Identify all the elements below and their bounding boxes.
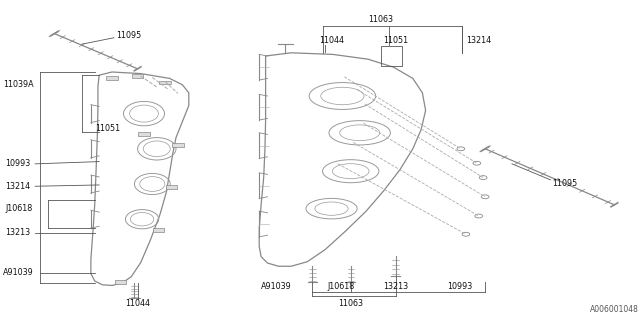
Text: A91039: A91039	[3, 268, 34, 277]
Bar	[166, 185, 177, 189]
Text: 11044: 11044	[319, 36, 344, 45]
Text: 11095: 11095	[116, 31, 141, 40]
Text: 11044: 11044	[125, 299, 150, 308]
Bar	[132, 74, 143, 78]
Text: 11095: 11095	[552, 180, 577, 188]
Text: 11051: 11051	[95, 124, 120, 133]
Bar	[138, 132, 150, 136]
Text: J10618: J10618	[328, 282, 355, 291]
Text: 11063: 11063	[338, 299, 364, 308]
Bar	[381, 46, 402, 66]
Text: 10993: 10993	[447, 282, 472, 291]
Text: 10993: 10993	[5, 159, 30, 168]
Text: 11063: 11063	[368, 15, 394, 24]
Text: A91039: A91039	[261, 282, 292, 291]
Text: 11039A: 11039A	[3, 80, 34, 89]
Bar	[153, 228, 164, 232]
Text: 13213: 13213	[5, 228, 30, 237]
Text: 13214: 13214	[5, 182, 30, 191]
Text: 13214: 13214	[466, 36, 491, 45]
Text: 11051: 11051	[383, 36, 408, 45]
Bar	[106, 76, 118, 80]
Text: 13213: 13213	[383, 282, 408, 291]
Bar	[159, 81, 171, 84]
Bar	[172, 143, 184, 147]
Text: A006001048: A006001048	[590, 305, 639, 314]
Text: J10618: J10618	[5, 204, 33, 213]
Bar	[115, 280, 126, 284]
